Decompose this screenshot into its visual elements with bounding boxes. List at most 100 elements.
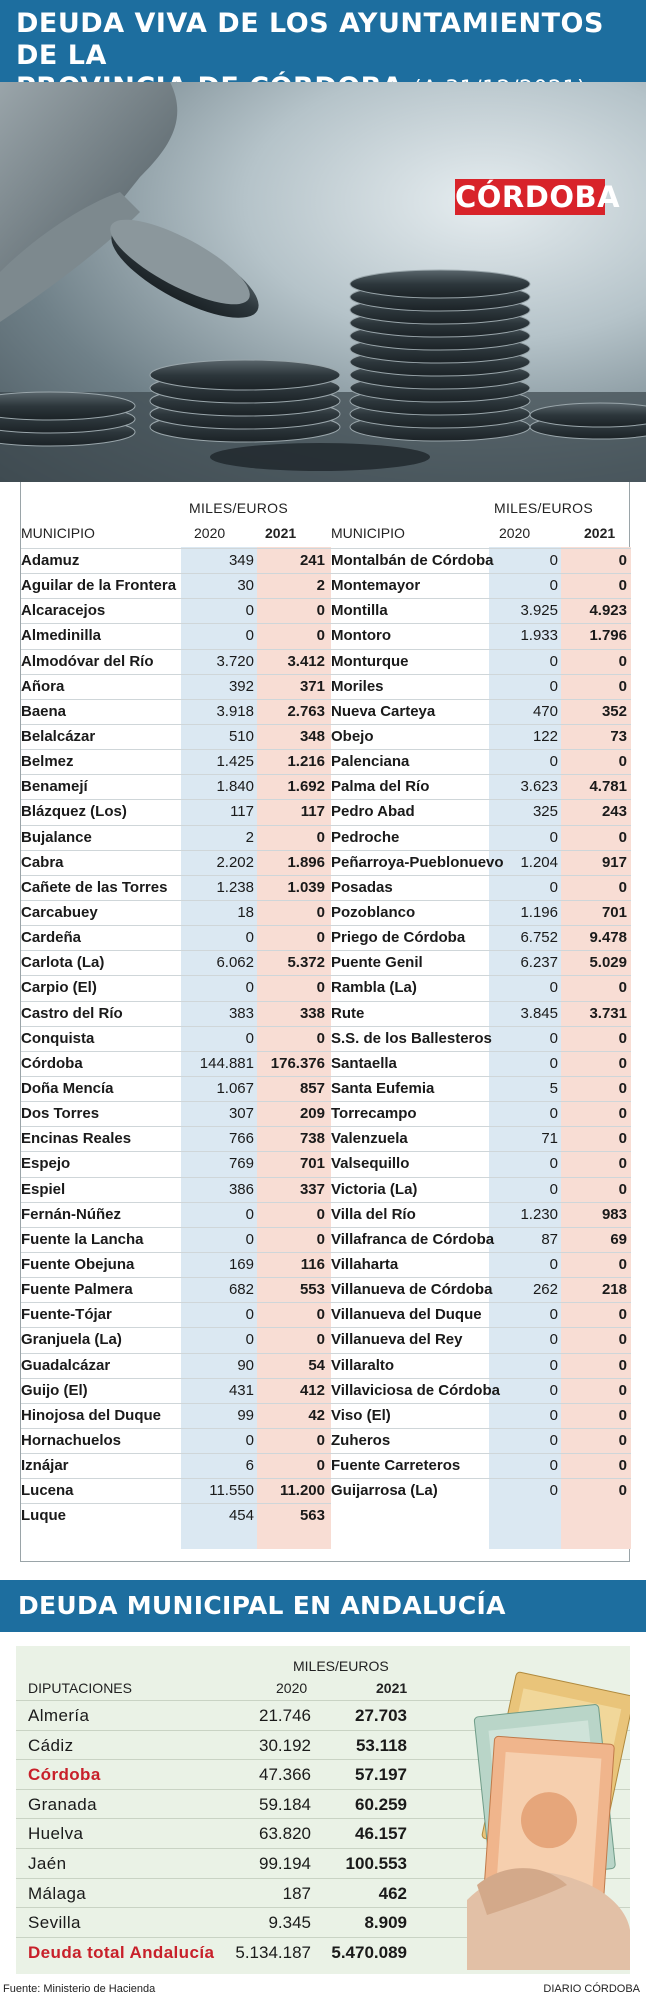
value-2020: 3.845: [520, 1004, 558, 1022]
table-row: Peñarroya-Pueblonuevo 1.204 917: [331, 849, 631, 875]
table-row: Rambla (La) 0 0: [331, 975, 631, 1000]
value-2021: 0: [316, 1230, 325, 1248]
col-header-municipio: MUNICIPIO: [331, 525, 405, 541]
table-row: Carlota (La) 6.062 5.372: [21, 950, 331, 975]
unit-label: MILES/EUROS: [494, 500, 593, 516]
value-2020: 470: [532, 702, 558, 720]
value-2021: 0: [618, 577, 627, 595]
municipio-name: Doña Mencía: [21, 1079, 114, 1097]
table-row: S.S. de los Ballesteros 0 0: [331, 1025, 631, 1051]
value-2021: 0: [316, 929, 325, 947]
table-row: Villaralto 0 0: [331, 1352, 631, 1378]
value-2021: 0: [618, 1130, 627, 1148]
value-2020: 0: [549, 1180, 558, 1198]
value-2020: 187: [282, 1883, 311, 1903]
value-2020: 1.238: [216, 878, 254, 896]
value-2020: 3.720: [216, 652, 254, 670]
value-2021: 73: [610, 727, 627, 745]
table-row: Blázquez (Los) 117 117: [21, 799, 331, 824]
table-row: Belmez 1.425 1.216: [21, 749, 331, 774]
value-2020: 0: [549, 1406, 558, 1424]
table-row: Fuente la Lancha 0 0: [21, 1226, 331, 1252]
value-2020: 0: [549, 1431, 558, 1449]
table-row: Dos Torres 307 209: [21, 1101, 331, 1126]
source-note: Fuente: Ministerio de Hacienda: [3, 1983, 156, 1995]
value-2020: 6.062: [216, 954, 254, 972]
municipio-name: Espiel: [21, 1180, 66, 1198]
value-2020: 769: [228, 1155, 254, 1173]
value-2021: 701: [299, 1155, 325, 1173]
value-2020: 2.202: [216, 853, 254, 871]
andalucia-banner: DEUDA MUNICIPAL EN ANDALUCÍA: [0, 1580, 646, 1632]
table-row: Villaharta 0 0: [331, 1251, 631, 1277]
value-2021: 553: [299, 1281, 325, 1299]
value-2021: 0: [618, 1431, 627, 1449]
col-2021-band: [561, 547, 631, 1549]
municipio-name: Fuente la Lancha: [21, 1230, 144, 1248]
municipio-name: Conquista: [21, 1029, 95, 1047]
value-2020: 0: [245, 1230, 254, 1248]
municipio-name: Castro del Río: [21, 1004, 123, 1022]
value-2021: 0: [618, 1482, 627, 1500]
table-row: Rute 3.845 3.731: [331, 1000, 631, 1026]
value-2021: 0: [618, 1381, 627, 1399]
table-row: Fuente-Tójar 0 0: [21, 1302, 331, 1327]
value-2021: 738: [299, 1130, 325, 1148]
table-row: Lucena 11.550 11.200: [21, 1478, 331, 1503]
municipio-name: Belmez: [21, 753, 74, 771]
value-2021: 69: [610, 1230, 627, 1248]
municipio-name: Fuente Palmera: [21, 1281, 133, 1299]
header-banner: DEUDA VIVA DE LOS AYUNTAMIENTOS DE LA PR…: [0, 0, 646, 103]
table-row: Castro del Río 383 338: [21, 1000, 331, 1026]
value-2020: 0: [549, 1306, 558, 1324]
value-2020: 0: [245, 929, 254, 947]
municipio-name: Blázquez (Los): [21, 803, 127, 821]
table-row: Villanueva de Córdoba 262 218: [331, 1277, 631, 1302]
euro-banknotes-illustration: [467, 1670, 634, 1970]
municipio-name: Guadalcázar: [21, 1356, 111, 1374]
value-2021: 0: [618, 1331, 627, 1349]
table-row: Monturque 0 0: [331, 648, 631, 674]
value-2021: 0: [618, 1029, 627, 1047]
value-2020: 59.184: [259, 1794, 311, 1814]
table-row: Santa Eufemia 5 0: [331, 1075, 631, 1101]
value-2020: 1.196: [520, 903, 558, 921]
table-row: Benamejí 1.840 1.692: [21, 774, 331, 799]
table-row: Hornachuelos 0 0: [21, 1427, 331, 1453]
municipio-name: Almodóvar del Río: [21, 652, 154, 670]
value-2020: 1.204: [520, 853, 558, 871]
value-2020: 0: [245, 1029, 254, 1047]
municipio-name: Carpio (El): [21, 979, 97, 997]
title-line-1: DEUDA VIVA DE LOS AYUNTAMIENTOS DE LA: [16, 8, 604, 71]
value-2020: 1.840: [216, 778, 254, 796]
value-2020: 349: [228, 552, 254, 569]
table-row: Alcaracejos 0 0: [21, 598, 331, 623]
value-2021: 412: [299, 1381, 325, 1399]
value-2020: 0: [549, 1381, 558, 1399]
value-2020: 0: [549, 1029, 558, 1047]
value-2021: 0: [618, 552, 627, 569]
table-row: Villanueva del Duque 0 0: [331, 1302, 631, 1327]
value-2021: 1.216: [287, 753, 325, 771]
value-2021: 352: [601, 702, 627, 720]
table-row: Encinas Reales 766 738: [21, 1126, 331, 1151]
municipio-name: Palma del Río: [331, 778, 430, 796]
value-2021: 0: [316, 1331, 325, 1349]
municipio-name: Pozoblanco: [331, 903, 416, 921]
credit-note: DIARIO CÓRDOBA: [543, 1983, 640, 1995]
municipio-name: Adamuz: [21, 552, 80, 569]
value-2021: 1.692: [287, 778, 325, 796]
rows-left: Adamuz 349 241 Aguilar de la Frontera 30 2 Alc…: [21, 548, 331, 1528]
table-row: Cabra 2.202 1.896: [21, 849, 331, 875]
table-row: Guijo (El) 431 412: [21, 1377, 331, 1403]
value-2021: 0: [618, 753, 627, 771]
table-row: Villafranca de Córdoba 87 69: [331, 1226, 631, 1252]
diputacion-row: Huelva 63.820 46.157: [16, 1818, 630, 1848]
value-2020: 386: [228, 1180, 254, 1198]
municipio-name: Cañete de las Torres: [21, 878, 168, 896]
municipio-name: Almedinilla: [21, 627, 102, 645]
value-2021: 563: [299, 1507, 325, 1525]
value-2020: 0: [549, 1331, 558, 1349]
value-2021: 218: [601, 1281, 627, 1299]
table-row: Valenzuela 71 0: [331, 1126, 631, 1151]
